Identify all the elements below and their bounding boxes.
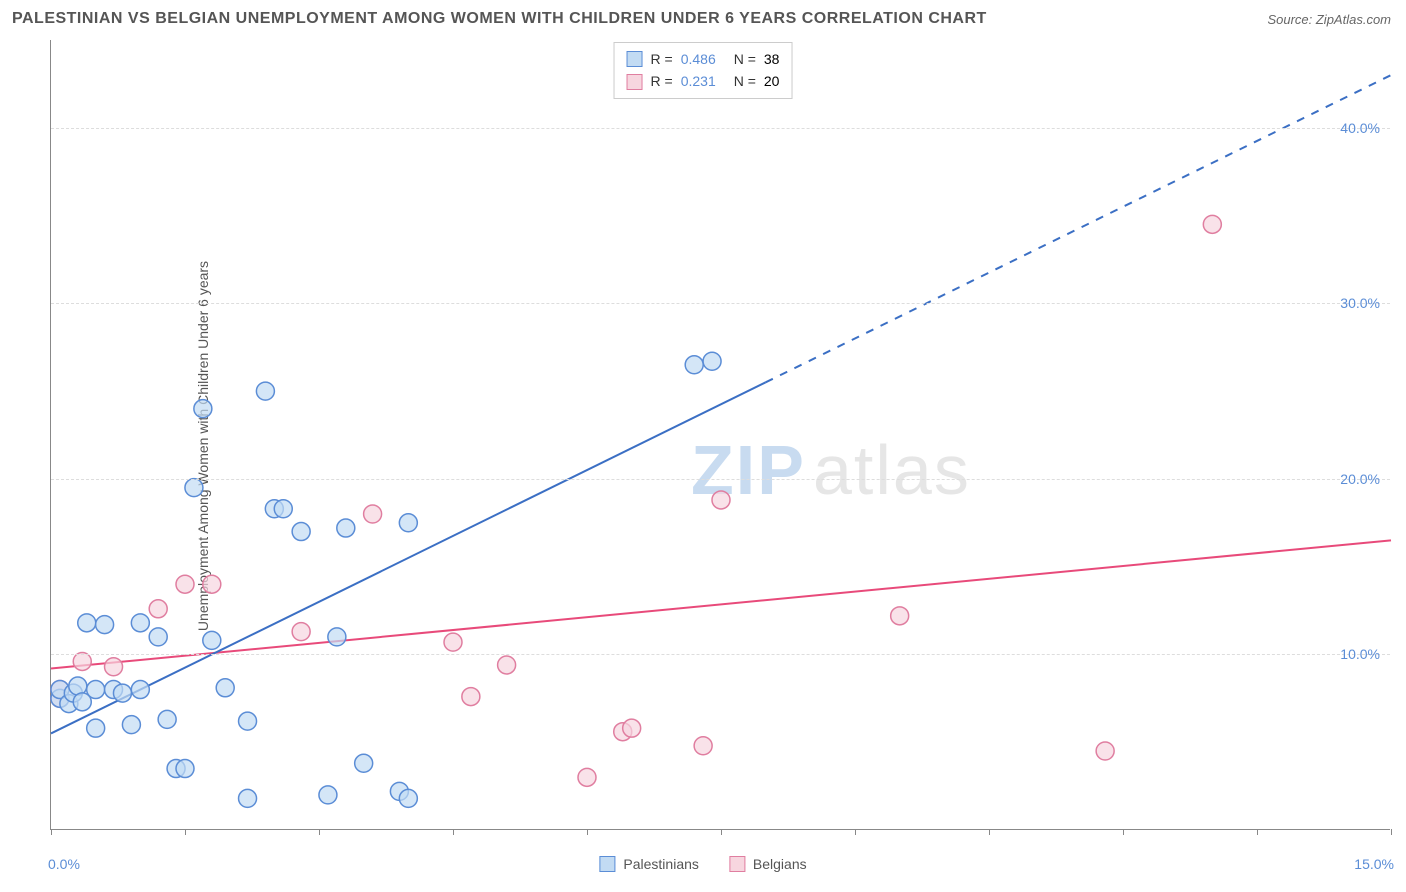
belgians-point xyxy=(444,633,462,651)
palestinians-point xyxy=(131,614,149,632)
correlation-legend: R = 0.486 N = 38 R = 0.231 N = 20 xyxy=(614,42,793,99)
legend-swatch-icon xyxy=(729,856,745,872)
palestinians-point xyxy=(96,616,114,634)
legend-swatch-icon xyxy=(627,51,643,67)
series-label: Palestinians xyxy=(623,856,699,872)
palestinians-point xyxy=(256,382,274,400)
series-legend-palestinians: Palestinians xyxy=(599,856,699,872)
belgians-point xyxy=(364,505,382,523)
belgians-point xyxy=(203,575,221,593)
x-tick xyxy=(1257,829,1258,835)
x-tick xyxy=(1391,829,1392,835)
series-label: Belgians xyxy=(753,856,807,872)
y-tick-label: 20.0% xyxy=(1340,471,1380,487)
palestinians-point xyxy=(292,523,310,541)
x-axis-max-label: 15.0% xyxy=(1354,856,1394,872)
palestinians-point xyxy=(216,679,234,697)
belgians-point xyxy=(462,688,480,706)
y-tick-label: 30.0% xyxy=(1340,295,1380,311)
regression-line xyxy=(51,540,1391,668)
palestinians-point xyxy=(685,356,703,374)
x-tick xyxy=(453,829,454,835)
palestinians-point xyxy=(203,631,221,649)
y-tick-label: 10.0% xyxy=(1340,646,1380,662)
palestinians-point xyxy=(703,352,721,370)
palestinians-point xyxy=(87,719,105,737)
belgians-point xyxy=(149,600,167,618)
palestinians-point xyxy=(274,500,292,518)
legend-r-label: R = xyxy=(651,48,673,70)
chart-title: PALESTINIAN VS BELGIAN UNEMPLOYMENT AMON… xyxy=(12,10,987,28)
palestinians-point xyxy=(131,681,149,699)
x-tick xyxy=(319,829,320,835)
x-tick xyxy=(587,829,588,835)
palestinians-point xyxy=(78,614,96,632)
legend-r-value: 0.231 xyxy=(681,70,726,92)
palestinians-point xyxy=(176,760,194,778)
correlation-chart: PALESTINIAN VS BELGIAN UNEMPLOYMENT AMON… xyxy=(0,0,1406,892)
regression-line-extrapolated xyxy=(766,75,1391,382)
regression-line xyxy=(51,382,766,733)
palestinians-point xyxy=(239,712,257,730)
belgians-point xyxy=(891,607,909,625)
legend-r-value: 0.486 xyxy=(681,48,726,70)
legend-row-palestinians: R = 0.486 N = 38 xyxy=(627,48,780,70)
palestinians-point xyxy=(355,754,373,772)
gridline xyxy=(51,479,1390,480)
x-tick xyxy=(1123,829,1124,835)
legend-swatch-icon xyxy=(599,856,615,872)
palestinians-point xyxy=(399,514,417,532)
legend-n-value: 38 xyxy=(764,48,780,70)
belgians-point xyxy=(105,658,123,676)
palestinians-point xyxy=(113,684,131,702)
legend-n-label: N = xyxy=(734,48,756,70)
gridline xyxy=(51,128,1390,129)
belgians-point xyxy=(712,491,730,509)
x-tick xyxy=(185,829,186,835)
palestinians-point xyxy=(194,400,212,418)
series-legend-belgians: Belgians xyxy=(729,856,807,872)
legend-n-label: N = xyxy=(734,70,756,92)
y-tick-label: 40.0% xyxy=(1340,120,1380,136)
x-tick xyxy=(721,829,722,835)
palestinians-point xyxy=(399,789,417,807)
plot-svg xyxy=(51,40,1390,829)
belgians-point xyxy=(578,768,596,786)
x-tick xyxy=(855,829,856,835)
palestinians-point xyxy=(328,628,346,646)
palestinians-point xyxy=(185,479,203,497)
legend-row-belgians: R = 0.231 N = 20 xyxy=(627,70,780,92)
legend-n-value: 20 xyxy=(764,70,780,92)
belgians-point xyxy=(498,656,516,674)
x-tick xyxy=(989,829,990,835)
legend-swatch-icon xyxy=(627,74,643,90)
belgians-point xyxy=(176,575,194,593)
belgians-point xyxy=(1096,742,1114,760)
palestinians-point xyxy=(239,789,257,807)
plot-area: ZIP atlas 10.0%20.0%30.0%40.0% xyxy=(50,40,1390,830)
belgians-point xyxy=(1203,215,1221,233)
series-legend: Palestinians Belgians xyxy=(599,856,806,872)
source-label: Source: ZipAtlas.com xyxy=(1267,12,1391,27)
belgians-point xyxy=(292,623,310,641)
palestinians-point xyxy=(319,786,337,804)
x-tick xyxy=(51,829,52,835)
x-axis-min-label: 0.0% xyxy=(48,856,80,872)
palestinians-point xyxy=(149,628,167,646)
gridline xyxy=(51,303,1390,304)
palestinians-point xyxy=(337,519,355,537)
gridline xyxy=(51,654,1390,655)
palestinians-point xyxy=(87,681,105,699)
palestinians-point xyxy=(158,710,176,728)
palestinians-point xyxy=(122,716,140,734)
legend-r-label: R = xyxy=(651,70,673,92)
belgians-point xyxy=(694,737,712,755)
belgians-point xyxy=(623,719,641,737)
